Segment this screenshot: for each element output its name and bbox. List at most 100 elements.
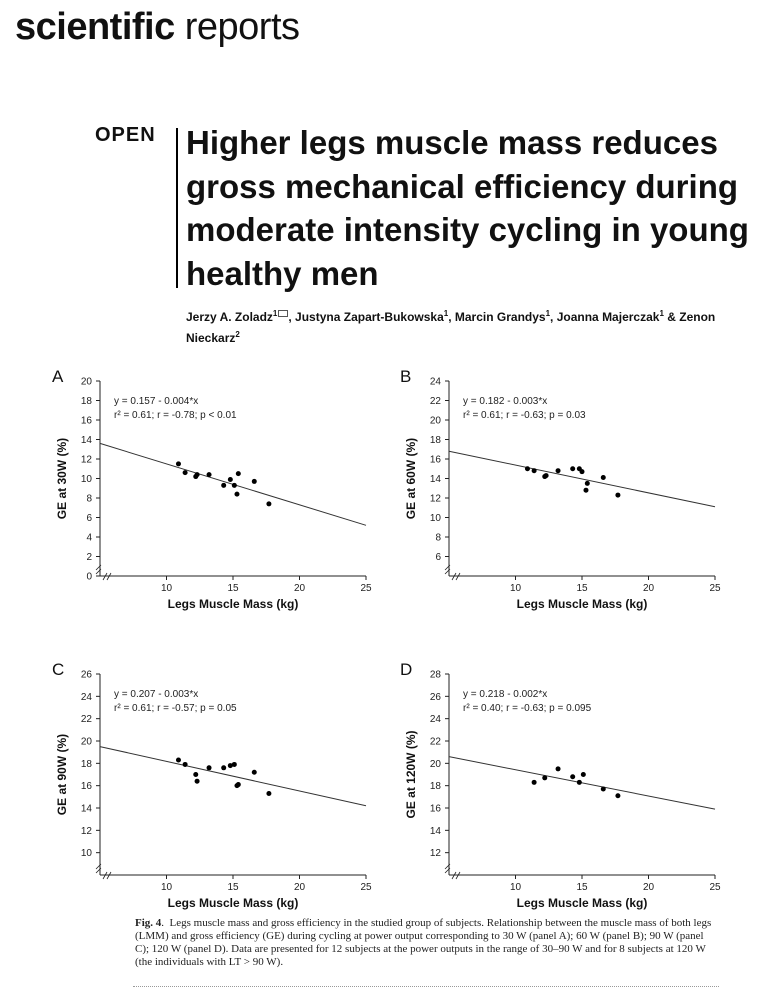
- x-axis-label: Legs Muscle Mass (kg): [517, 597, 648, 611]
- data-point: [182, 470, 188, 476]
- y-tick-label: 20: [81, 377, 93, 388]
- y-tick-label: 4: [86, 533, 92, 544]
- y-tick-label: 14: [81, 804, 93, 815]
- y-tick-label: 16: [81, 781, 93, 792]
- x-tick-label: 20: [643, 583, 655, 594]
- y-tick-label: 12: [81, 826, 93, 837]
- author-affiliation: 1: [272, 309, 278, 318]
- x-tick-label: 15: [576, 882, 588, 893]
- data-point: [531, 468, 537, 474]
- y-tick-label: 16: [81, 416, 93, 427]
- y-tick-label: 20: [81, 737, 93, 748]
- y-tick-label: 8: [435, 533, 441, 544]
- data-point: [266, 501, 272, 507]
- y-tick-label: 6: [435, 552, 441, 563]
- y-tick-label: 12: [81, 455, 93, 466]
- author-affiliation: 1: [659, 309, 664, 318]
- chart-panel-a: A 0 2 4 6 8 10 12 14 16 18 20 10 15 20 25 Legs Muscle Ma…: [52, 367, 372, 611]
- panel-label: C: [52, 660, 64, 679]
- open-access-label: OPEN: [95, 124, 156, 146]
- y-tick-label: 18: [81, 396, 93, 407]
- data-point: [584, 480, 590, 486]
- chart-panel-c: C 10 12 14 16 18 20 22 24 26 10 15 20 25 Legs Muscle M…: [52, 660, 372, 910]
- y-tick-label: 20: [430, 759, 442, 770]
- figure-caption-label: Fig. 4: [135, 917, 162, 929]
- x-tick-label: 10: [510, 882, 522, 893]
- author-separator: ,: [448, 310, 455, 324]
- regression-statistics: r² = 0.61; r = -0.57; p = 0.05: [114, 703, 237, 714]
- data-point: [206, 472, 212, 478]
- y-tick-label: 2: [86, 552, 92, 563]
- data-point: [600, 786, 606, 792]
- y-tick-label: 0: [86, 572, 92, 583]
- data-point: [615, 793, 621, 799]
- author-list: Jerzy A. Zoladz1, Justyna Zapart-Bukowsk…: [186, 305, 756, 347]
- data-point: [221, 482, 227, 488]
- journal-name-light: reports: [184, 6, 300, 48]
- y-axis-label: GE at 30W (%): [55, 438, 69, 519]
- author-name[interactable]: Justyna Zapart-Bukowska: [295, 310, 444, 324]
- data-point: [193, 772, 199, 777]
- x-axis-break-mark: [102, 572, 112, 581]
- x-tick-label: 15: [227, 583, 239, 594]
- y-tick-label: 12: [430, 848, 442, 859]
- data-point: [576, 779, 582, 785]
- caption-divider: [133, 986, 719, 987]
- x-tick-label: 20: [643, 882, 655, 893]
- author-name[interactable]: Jerzy A. Zoladz: [186, 310, 273, 324]
- regression-line: [99, 746, 367, 807]
- data-point: [234, 491, 240, 497]
- author-name[interactable]: Zenon Nieckarz: [186, 310, 716, 345]
- journal-name-bold: scientific: [15, 6, 175, 48]
- x-axis-break-mark: [102, 871, 112, 880]
- data-point: [615, 492, 621, 498]
- panel-label: D: [400, 660, 412, 679]
- regression-statistics: r² = 0.61; r = -0.63; p = 0.03: [463, 410, 586, 421]
- y-tick-label: 18: [81, 759, 93, 770]
- data-point: [555, 766, 561, 772]
- data-point: [194, 472, 200, 478]
- email-envelope-icon[interactable]: [278, 310, 289, 317]
- data-point: [175, 461, 181, 467]
- regression-equation: y = 0.182 - 0.003*x: [463, 396, 547, 407]
- author-name[interactable]: Marcin Grandys: [454, 310, 546, 324]
- y-axis-break-mark: [95, 564, 102, 575]
- data-point: [194, 778, 200, 784]
- x-axis-break-mark: [451, 572, 461, 581]
- data-point: [235, 471, 241, 477]
- y-tick-label: 14: [430, 474, 442, 485]
- data-point: [227, 763, 233, 769]
- data-point: [555, 468, 561, 474]
- data-point: [221, 765, 227, 771]
- y-tick-label: 20: [430, 416, 442, 427]
- y-tick-label: 16: [430, 804, 442, 815]
- author-separator: &: [663, 310, 680, 324]
- data-point: [235, 782, 241, 788]
- author-name[interactable]: Joanna Majerczak: [556, 310, 660, 324]
- y-tick-label: 8: [86, 494, 92, 505]
- author-separator: ,: [288, 310, 296, 324]
- y-axis-label: GE at 120W (%): [404, 730, 418, 818]
- y-tick-label: 14: [430, 826, 442, 837]
- y-axis-break-mark: [444, 863, 451, 874]
- y-tick-label: 22: [430, 737, 442, 748]
- y-axis-label: GE at 90W (%): [55, 734, 69, 815]
- x-tick-label: 20: [294, 882, 306, 893]
- data-point: [543, 473, 549, 479]
- article-title: Higher legs muscle mass reduces gross me…: [186, 124, 749, 292]
- data-point: [580, 772, 586, 777]
- data-point: [600, 475, 606, 481]
- author-affiliation: 1: [545, 309, 551, 318]
- journal-logo[interactable]: scientific reports: [15, 4, 300, 50]
- y-tick-label: 24: [81, 692, 93, 703]
- author-affiliation: 2: [235, 330, 240, 339]
- y-tick-label: 10: [430, 513, 442, 524]
- figure-caption: Fig. 4. Legs muscle mass and gross effic…: [135, 917, 712, 968]
- regression-equation: y = 0.218 - 0.002*x: [463, 689, 547, 700]
- data-point: [175, 757, 181, 763]
- y-axis-break-mark: [444, 564, 451, 575]
- regression-statistics: r² = 0.61; r = -0.78; p < 0.01: [114, 410, 237, 421]
- y-tick-label: 26: [81, 670, 93, 681]
- data-point: [583, 487, 589, 493]
